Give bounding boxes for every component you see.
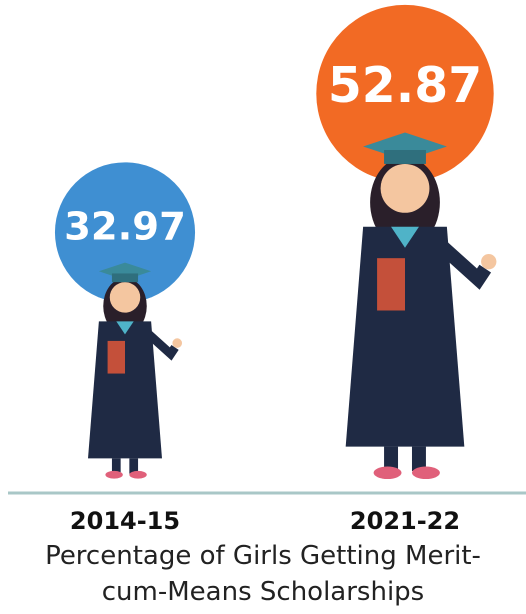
- value-label: 52.87: [328, 57, 482, 114]
- head: [110, 282, 140, 312]
- chart-title: Percentage of Girls Getting Merit-cum-Me…: [20, 538, 506, 610]
- x-tick-label: 2014-15: [70, 507, 180, 535]
- graduate-figure: [346, 133, 497, 479]
- head: [381, 164, 430, 213]
- shoe: [374, 466, 402, 479]
- book: [108, 341, 125, 374]
- cap-base: [384, 150, 426, 164]
- hand: [481, 254, 496, 269]
- value-label: 32.97: [64, 204, 186, 249]
- x-tick-label: 2021-22: [350, 507, 460, 535]
- shoe: [412, 466, 440, 479]
- page: 32.97 2014-15 52.87 2021-22 Percentage of G…: [0, 0, 526, 614]
- chart: 32.97 2014-15 52.87 2021-22: [0, 0, 526, 540]
- shoe: [129, 471, 146, 479]
- shoe: [105, 471, 122, 479]
- book: [377, 258, 405, 310]
- cap-base: [112, 273, 138, 282]
- hand: [172, 338, 182, 348]
